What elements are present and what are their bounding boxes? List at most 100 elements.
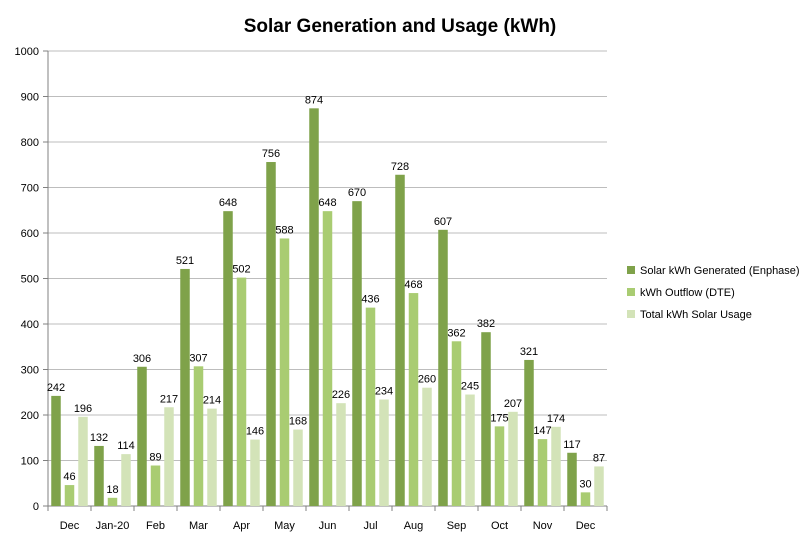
y-tick-label: 400: [21, 319, 39, 331]
y-tick-label: 1000: [15, 46, 39, 58]
data-label: 226: [332, 389, 350, 401]
bar-series-2: [150, 465, 161, 506]
data-label: 146: [246, 426, 264, 438]
data-label: 588: [275, 224, 293, 236]
data-label: 521: [176, 255, 194, 267]
y-tick-label: 300: [21, 365, 39, 377]
data-label: 117: [563, 439, 581, 451]
y-tick-label: 100: [21, 456, 39, 468]
data-label: 382: [477, 318, 495, 330]
legend: Solar kWh Generated (Enphase) kWh Outflow…: [627, 265, 800, 321]
x-tick-label: Dec: [576, 520, 596, 532]
bar-series-3: [78, 416, 88, 506]
bar-series-3: [207, 408, 217, 506]
bar-series-3: [336, 403, 346, 506]
bar-series-2: [408, 293, 419, 506]
legend-swatch: [627, 266, 635, 274]
y-tick-label: 200: [21, 410, 39, 422]
data-label: 260: [418, 374, 436, 386]
x-tick-label: Jul: [363, 520, 377, 532]
legend-swatch: [627, 310, 635, 318]
bar-series-1: [524, 359, 534, 506]
data-label: 168: [289, 416, 307, 428]
bar-series-1: [223, 211, 233, 506]
data-label: 728: [391, 161, 409, 173]
legend-label: Total kWh Solar Usage: [640, 309, 752, 321]
x-tick-label: Aug: [404, 520, 424, 532]
bar-series-1: [94, 445, 104, 506]
y-tick-label: 500: [21, 274, 39, 286]
x-tick-label: May: [274, 520, 295, 532]
y-tick-label: 700: [21, 183, 39, 195]
x-tick-label: Oct: [491, 520, 508, 532]
data-label: 242: [47, 382, 65, 394]
data-label: 874: [305, 94, 323, 106]
bar-series-2: [494, 426, 505, 506]
bar-series-3: [121, 454, 131, 506]
bar-series-1: [309, 108, 319, 506]
data-label: 670: [348, 187, 366, 199]
bars: [51, 108, 604, 506]
legend-label: Solar kWh Generated (Enphase): [640, 265, 800, 277]
bar-series-3: [164, 407, 174, 506]
bar-series-3: [379, 399, 389, 506]
bar-series-1: [266, 162, 276, 506]
bar-series-1: [352, 201, 362, 506]
bar-series-1: [395, 174, 405, 506]
data-label: 756: [262, 148, 280, 160]
data-label: 648: [219, 197, 237, 209]
legend-label: kWh Outflow (DTE): [640, 287, 735, 299]
x-tick-label: Nov: [533, 520, 553, 532]
data-label: 607: [434, 216, 452, 228]
data-label: 245: [461, 381, 479, 393]
data-label: 468: [404, 279, 422, 291]
data-label: 175: [490, 412, 508, 424]
data-label: 196: [74, 403, 92, 415]
data-label: 89: [149, 452, 161, 464]
data-label: 132: [90, 432, 108, 444]
data-label: 87: [593, 452, 605, 464]
data-label: 502: [232, 264, 250, 276]
data-label: 321: [520, 346, 538, 358]
data-label: 362: [447, 327, 465, 339]
bar-series-2: [322, 211, 333, 506]
data-label: 217: [160, 393, 178, 405]
chart-title: Solar Generation and Usage (kWh): [244, 16, 557, 37]
data-label: 18: [106, 484, 118, 496]
data-label: 147: [533, 425, 551, 437]
x-tick-label: Apr: [233, 520, 250, 532]
bar-series-3: [508, 411, 518, 506]
bar-series-1: [51, 395, 61, 506]
y-tick-label: 600: [21, 228, 39, 240]
bar-series-3: [293, 429, 303, 506]
bar-series-2: [64, 485, 75, 506]
x-tick-label: Feb: [146, 520, 165, 532]
bar-series-1: [137, 366, 147, 506]
bar-series-3: [250, 439, 260, 506]
bar-series-3: [594, 466, 604, 506]
data-label: 648: [318, 197, 336, 209]
bar-series-2: [107, 497, 118, 506]
bar-series-3: [551, 426, 561, 506]
bar-series-2: [537, 439, 548, 506]
data-label: 207: [504, 398, 522, 410]
bar-series-1: [567, 452, 577, 506]
y-tick-label: 800: [21, 137, 39, 149]
bar-series-2: [193, 366, 204, 506]
bar-series-1: [438, 229, 448, 506]
x-tick-label: Jan-20: [96, 520, 130, 532]
bar-series-2: [236, 277, 247, 506]
bar-series-2: [451, 341, 462, 506]
bar-series-2: [580, 492, 591, 506]
bar-series-3: [422, 387, 432, 506]
bar-series-1: [180, 268, 190, 506]
data-label: 214: [203, 395, 221, 407]
data-label: 307: [189, 352, 207, 364]
x-tick-label: Dec: [60, 520, 80, 532]
x-tick-label: Sep: [447, 520, 467, 532]
data-labels: 242 132 306 521 648 756 874 670 728 607 382 321 117 4…: [47, 94, 605, 495]
data-label: 436: [361, 294, 379, 306]
data-label: 30: [579, 478, 591, 490]
